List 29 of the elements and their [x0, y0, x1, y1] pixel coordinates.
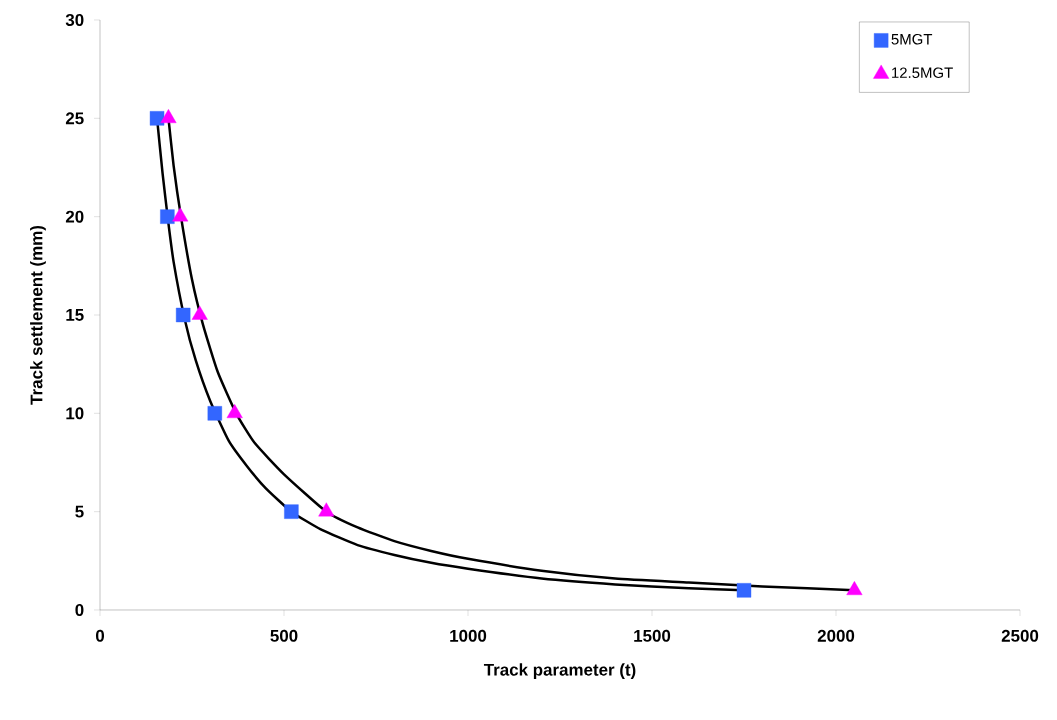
point — [736, 583, 752, 598]
x-tick-label: 2000 — [817, 629, 855, 642]
x-tick-label: 1000 — [450, 629, 487, 642]
point — [207, 406, 223, 421]
point — [318, 502, 335, 517]
y-tick-label: 15 — [66, 309, 84, 321]
point — [846, 581, 863, 596]
x-tick-label: 500 — [270, 629, 298, 642]
point — [149, 111, 165, 126]
y-tick-label: 5 — [75, 505, 84, 518]
x-tick-label: 1500 — [634, 629, 671, 642]
y-tick-label: 20 — [65, 210, 84, 223]
x-tick-label: 0 — [95, 629, 105, 642]
point — [226, 404, 243, 419]
y-tick-label: 0 — [75, 603, 84, 616]
legend-label: 12.5MGT — [892, 67, 953, 79]
y-tick-label: 10 — [66, 407, 84, 420]
point — [160, 209, 175, 224]
y-tick-label: 25 — [65, 112, 84, 125]
point — [160, 109, 177, 124]
point — [175, 307, 191, 323]
point — [191, 305, 208, 320]
x-axis-title: Track parameter (t) — [483, 663, 636, 680]
point — [284, 504, 299, 519]
legend-label: 5MGT — [891, 33, 933, 45]
y-tick-label: 30 — [65, 13, 84, 26]
y-axis-title: Track settlement (mm) — [30, 225, 46, 405]
x-tick-label: 2500 — [1001, 629, 1039, 642]
point — [172, 207, 189, 222]
